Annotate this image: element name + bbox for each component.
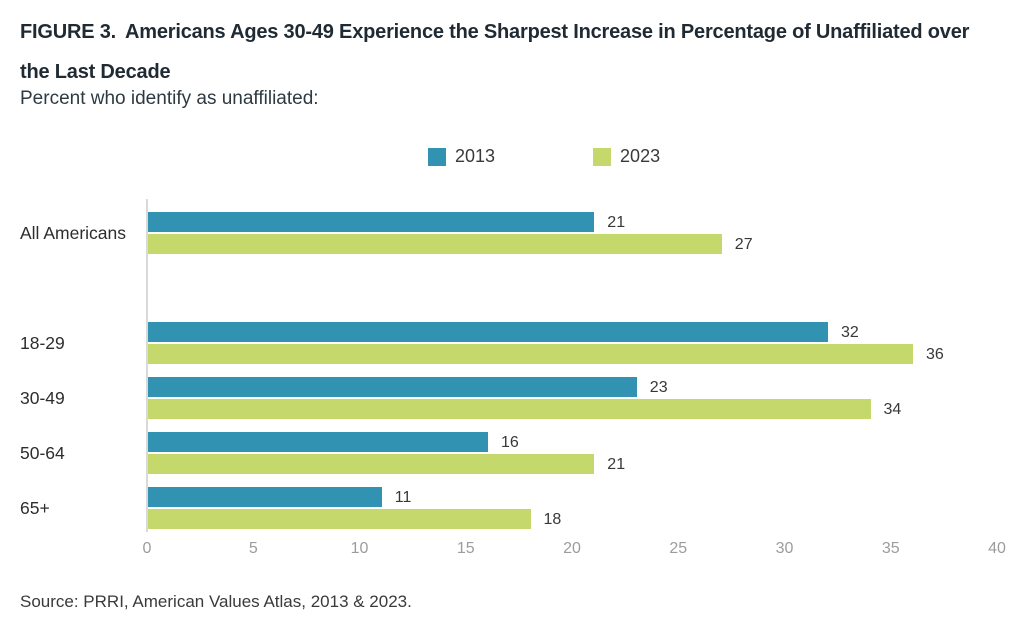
source-note: Source: PRRI, American Values Atlas, 201…	[20, 592, 412, 611]
x-tick-label-15: 15	[456, 540, 475, 557]
value-label-2023-50-64: 21	[607, 456, 626, 473]
value-label-2023-65: 18	[543, 511, 562, 528]
bar-2023-18-29	[148, 344, 913, 364]
x-tick-label-30: 30	[775, 540, 794, 557]
y-axis-line	[146, 199, 148, 532]
legend-swatch-2013	[428, 147, 446, 166]
category-label-65: 65+	[20, 498, 50, 518]
x-tick-label-35: 35	[881, 540, 900, 557]
figure-title-text: Americans Ages 30-49 Experience the Shar…	[20, 21, 970, 83]
bar-2023-50-64	[148, 454, 595, 474]
bar-2013-all-americans	[148, 212, 595, 232]
figure-number-label: FIGURE 3.	[20, 21, 116, 43]
category-label-all-americans: All Americans	[20, 223, 127, 243]
bar-2013-50-64	[148, 432, 488, 452]
value-label-2013-65: 11	[394, 489, 412, 506]
x-tick-label-0: 0	[142, 540, 152, 557]
bar-2013-18-29	[148, 322, 828, 342]
category-label-50-64: 50-64	[20, 443, 65, 463]
bar-2023-30-49	[148, 399, 871, 419]
x-tick-label-5: 5	[248, 540, 258, 557]
value-label-2013-50-64: 16	[501, 434, 519, 451]
bar-2023-65	[148, 509, 531, 529]
x-tick-label-20: 20	[563, 540, 581, 557]
chart-subtitle: Percent who identify as unaffiliated:	[20, 88, 319, 109]
legend-swatch-2023	[593, 147, 612, 166]
value-label-2023-30-49: 34	[883, 401, 902, 418]
x-tick-label-10: 10	[350, 540, 369, 557]
value-label-2013-18-29: 32	[841, 324, 859, 341]
category-label-30-49: 30-49	[20, 388, 65, 408]
value-label-2013-30-49: 23	[649, 379, 668, 396]
legend: 2013 2023	[428, 146, 660, 167]
bar-2013-30-49	[148, 377, 637, 397]
bar-2023-all-americans	[148, 234, 722, 254]
category-label-18-29: 18-29	[20, 333, 65, 353]
bar-chart: All Americans 21 27 18-29 32 36 30-49 23 34 50-64…	[0, 198, 1032, 573]
value-label-2023-18-29: 36	[926, 346, 944, 363]
x-tick-label-40: 40	[988, 540, 1006, 557]
legend-label-2023: 2023	[620, 146, 661, 166]
legend-item-2013: 2013	[428, 146, 495, 167]
x-tick-label-25: 25	[669, 540, 688, 557]
value-label-2013-all-americans: 21	[607, 214, 626, 231]
figure-title: FIGURE 3. Americans Ages 30-49 Experience…	[20, 12, 982, 92]
value-label-2023-all-americans: 27	[734, 236, 753, 253]
legend-label-2013: 2013	[455, 146, 496, 166]
bar-2013-65	[148, 487, 382, 507]
legend-item-2023: 2023	[593, 146, 660, 167]
